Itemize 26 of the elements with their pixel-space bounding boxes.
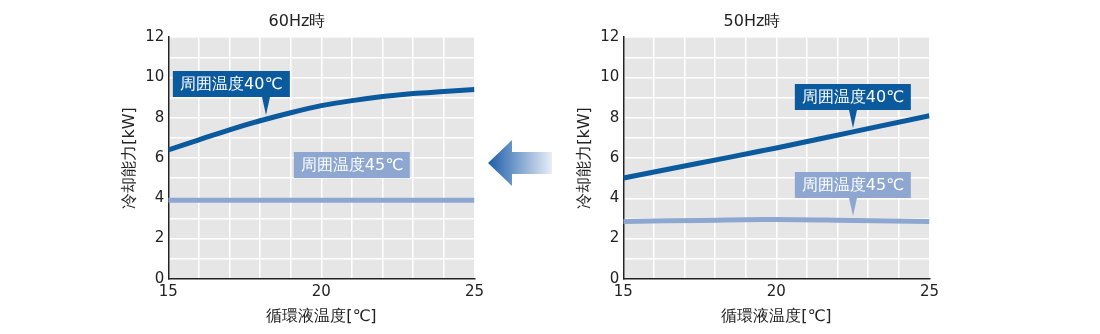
y-axis-title: 冷却能力[kW] <box>573 107 593 209</box>
x-tick-label: 20 <box>766 281 786 300</box>
chart-title: 60Hz時 <box>268 10 326 30</box>
x-tick-label: 25 <box>464 281 484 300</box>
y-tick-label: 12 <box>145 27 165 46</box>
y-tick-label: 10 <box>600 67 620 86</box>
y-tick-label: 6 <box>154 147 165 166</box>
y-tick-label: 12 <box>600 27 620 46</box>
y-tick-label: 4 <box>154 188 165 207</box>
x-tick-label: 25 <box>919 281 939 300</box>
series-label: 周囲温度45℃ <box>794 172 912 199</box>
x-axis-title: 循環液温度[℃] <box>266 305 377 325</box>
y-tick-label: 2 <box>154 228 165 247</box>
y-tick-label: 2 <box>609 228 620 247</box>
x-tick-label: 20 <box>311 281 331 300</box>
y-axis-title: 冷却能力[kW] <box>118 107 138 209</box>
y-tick-label: 6 <box>609 147 620 166</box>
x-axis-title: 循環液温度[℃] <box>721 305 832 325</box>
y-tick-label: 8 <box>154 107 165 126</box>
series-label: 周囲温度45℃ <box>293 152 411 179</box>
y-tick-label: 8 <box>609 107 620 126</box>
chart-title: 50Hz時 <box>723 10 781 30</box>
series-label: 周囲温度40℃ <box>173 71 290 98</box>
series-label: 周囲温度40℃ <box>794 83 912 110</box>
y-tick-label: 10 <box>145 67 165 86</box>
y-tick-label: 4 <box>609 188 620 207</box>
